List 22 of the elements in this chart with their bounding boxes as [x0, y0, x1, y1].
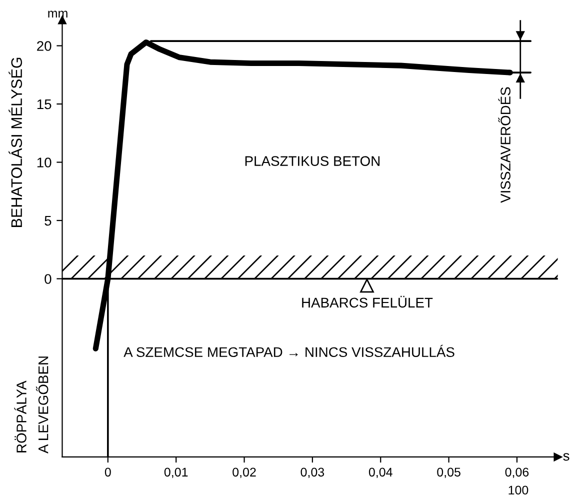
y-axis-title: BEHATOLÁSI MÉLYSÉG	[8, 58, 22, 227]
y-tick-label: 15	[37, 99, 52, 110]
annotation: PLASZTIKUS BETON	[245, 156, 380, 166]
x-axis-title: s	[563, 453, 570, 461]
x-tick-label: 0	[104, 468, 111, 477]
y-tick-label: 0	[44, 274, 52, 284]
x-tick-label: 0,05	[437, 468, 460, 478]
annotation: VISSZAVERŐDÉS	[498, 87, 510, 203]
x-tick-label: 0,03	[300, 468, 324, 478]
x-tick-label: 0,06	[505, 468, 529, 478]
y-tick-label: 20	[37, 41, 52, 51]
text: RÖPPÁLYA	[14, 380, 26, 452]
x-tick-label: 0,01	[164, 468, 188, 478]
text: A LEVEGŐBEN	[36, 356, 48, 454]
y-tick-label: 5	[44, 216, 52, 226]
x-tick-label: 0,04	[368, 468, 392, 478]
x-tick-label: 0,02	[232, 468, 256, 478]
text: mm	[48, 10, 68, 18]
annotation: A SZEMCSE MEGTAPAD → NINCS VISSZAHULLÁS	[124, 344, 454, 358]
text: 100	[508, 486, 528, 495]
y-tick-label: 10	[37, 158, 52, 168]
annotation: HABARCS FELÜLET	[302, 296, 433, 308]
